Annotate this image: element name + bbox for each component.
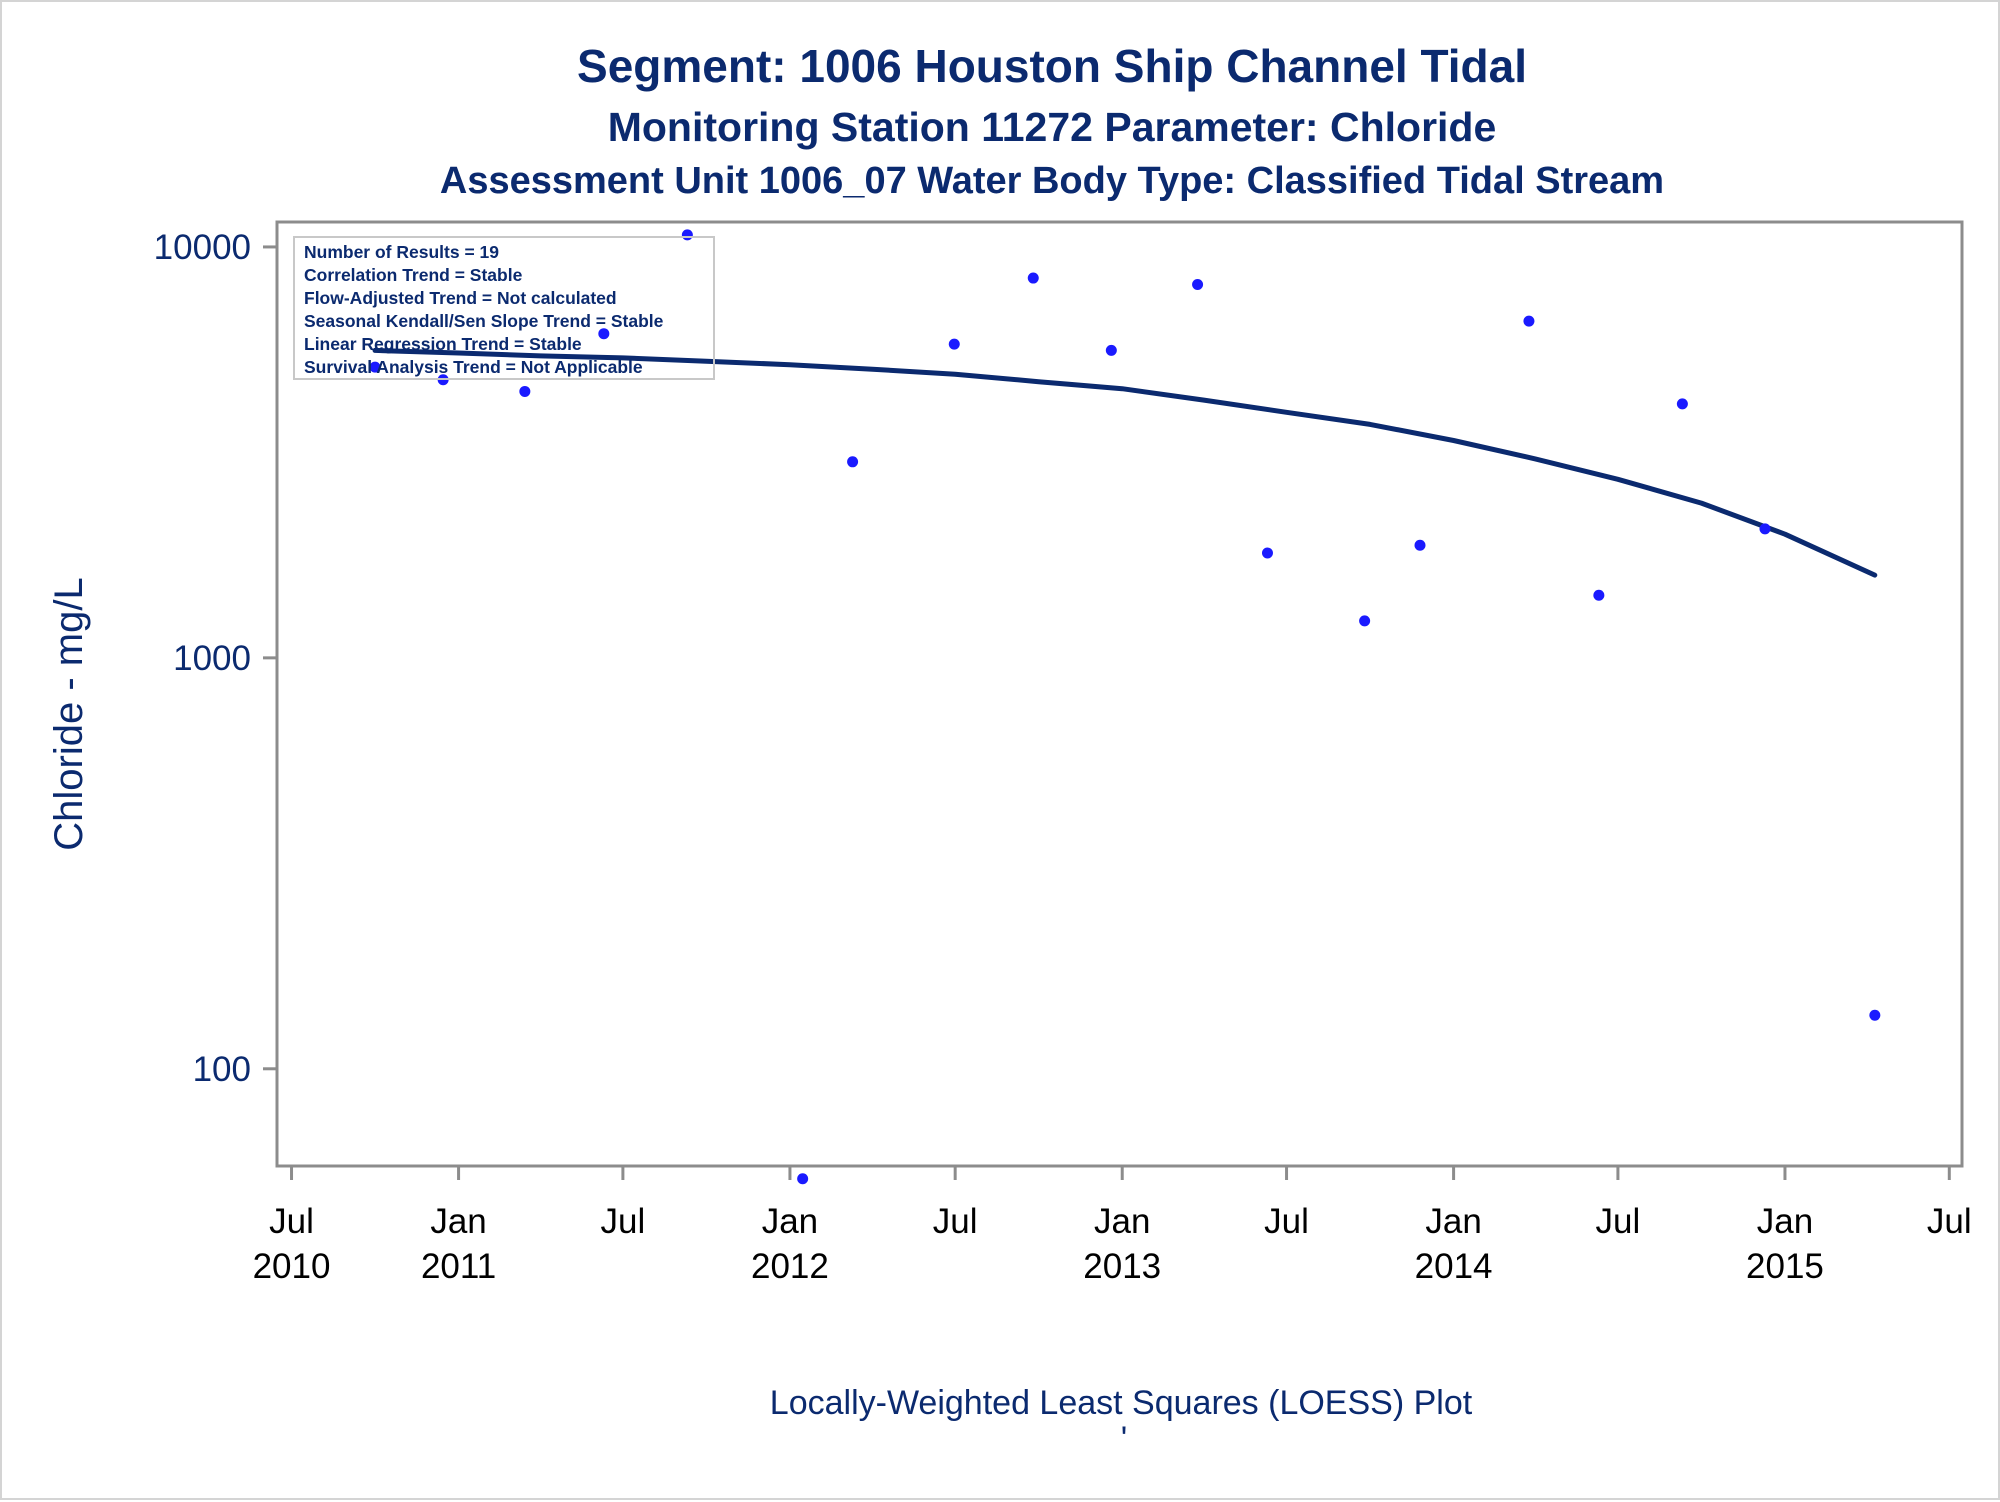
chart-subtitle: Monitoring Station 11272 Parameter: Chlo… xyxy=(608,104,1497,150)
inset-box xyxy=(293,236,715,380)
data-point xyxy=(1523,315,1535,327)
chart-subtitle-2: Assessment Unit 1006_07 Water Body Type:… xyxy=(440,160,1664,202)
data-point xyxy=(1759,523,1771,535)
data-point xyxy=(1261,547,1273,559)
x-tick-label: Jan xyxy=(1425,1202,1481,1241)
data-point xyxy=(1359,615,1371,627)
data-point xyxy=(519,385,531,397)
inset-line: Linear Regression Trend = Stable xyxy=(304,334,582,354)
loess-curve xyxy=(372,347,1878,578)
inset-line: Correlation Trend = Stable xyxy=(304,265,523,285)
data-point xyxy=(1192,279,1204,291)
x-axis: Jul 2010 Jan 2011 Jul Jan 2012 Jul Jan 2013 Jul Jan… xyxy=(253,1166,1972,1286)
data-point xyxy=(1593,589,1605,601)
y-tick-label: 100 xyxy=(193,1050,251,1089)
data-point xyxy=(847,456,859,468)
data-point xyxy=(948,338,960,350)
y-axis-label: Chloride - mg/L xyxy=(47,577,91,850)
x-tick-label-year: 2015 xyxy=(1746,1247,1824,1286)
footnote-mark: ' xyxy=(1121,1420,1128,1458)
x-tick-label: Jan xyxy=(430,1202,486,1241)
inset-line: Flow-Adjusted Trend = Not calculated xyxy=(304,288,617,308)
x-tick-label-year: 2013 xyxy=(1083,1247,1161,1286)
chart-title: Segment: 1006 Houston Ship Channel Tidal xyxy=(577,40,1527,92)
y-tick-label: 1000 xyxy=(173,639,251,678)
x-tick-label-year: 2012 xyxy=(751,1247,829,1286)
y-tick-label: 10000 xyxy=(154,228,251,267)
x-tick-label-year: 2010 xyxy=(253,1247,331,1286)
loess-layer xyxy=(372,347,1878,578)
x-tick-label: Jul xyxy=(1264,1202,1309,1241)
points-layer xyxy=(369,229,1881,1185)
inset-line: Survival Analysis Trend = Not Applicable xyxy=(304,357,643,377)
inset-line: Seasonal Kendall/Sen Slope Trend = Stabl… xyxy=(304,311,664,331)
data-point xyxy=(1414,539,1426,551)
x-tick-label: Jul xyxy=(601,1202,646,1241)
x-tick-label: Jan xyxy=(1094,1202,1150,1241)
data-point xyxy=(1869,1009,1881,1021)
x-tick-label-year: 2011 xyxy=(421,1247,496,1286)
y-axis: 100 1000 10000 xyxy=(154,228,277,1089)
data-point xyxy=(598,328,610,340)
data-point xyxy=(369,361,381,373)
x-tick-label: Jan xyxy=(1757,1202,1813,1241)
data-point xyxy=(1105,344,1117,356)
plot-area xyxy=(275,220,1964,1168)
data-point xyxy=(1676,398,1688,410)
x-tick-label: Jan xyxy=(762,1202,818,1241)
x-tick-label: Jul xyxy=(1927,1202,1972,1241)
inset-line: Number of Results = 19 xyxy=(304,242,499,262)
x-tick-label-year: 2014 xyxy=(1415,1247,1493,1286)
statistics-inset: Number of Results = 19 Correlation Trend… xyxy=(293,236,715,380)
data-point xyxy=(681,229,693,241)
x-tick-label: Jul xyxy=(933,1202,978,1241)
footnote: Locally-Weighted Least Squares (LOESS) P… xyxy=(770,1384,1473,1422)
data-point xyxy=(797,1173,809,1185)
x-tick-label: Jul xyxy=(269,1202,314,1241)
x-tick-label: Jul xyxy=(1596,1202,1641,1241)
data-point xyxy=(1027,272,1039,284)
